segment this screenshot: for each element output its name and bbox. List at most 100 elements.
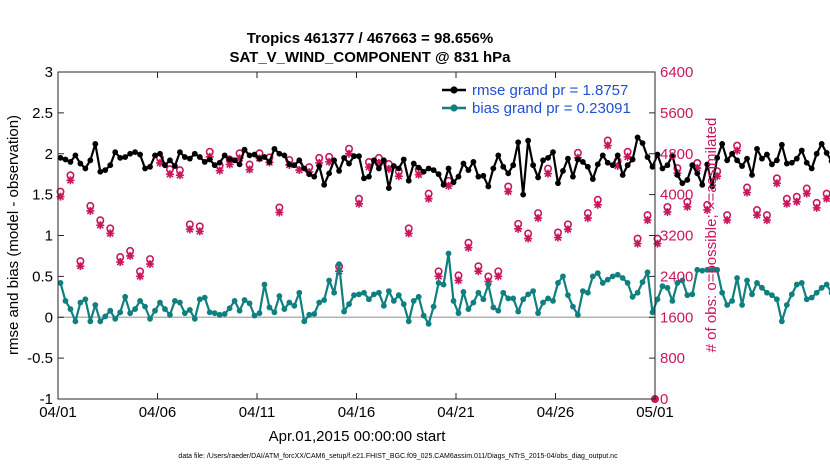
bias-point [112,315,119,322]
rmse-point [639,140,646,147]
obs-assimilated-marker [464,243,473,252]
bias-point [186,306,193,313]
rmse-point [132,149,139,156]
rmse-point [550,149,556,156]
rmse-point [574,156,581,163]
rmse-point [77,160,84,167]
rmse-point [326,170,333,177]
bias-point [803,296,810,303]
rmse-point [410,160,417,167]
bias-point [415,293,422,300]
rmse-point [162,162,168,169]
rmse-series [57,134,830,198]
bias-point [644,269,651,276]
bias-point [410,298,417,304]
rmse-point [385,185,392,191]
bias-point [256,310,263,317]
bias-point [570,303,576,310]
rmse-point [560,168,566,174]
rmse-point [823,150,830,156]
rmse-point [759,155,765,162]
rmse-point [67,159,74,165]
bias-point [221,311,228,317]
bias-point [500,289,507,296]
bias-point [679,277,686,284]
obs-assimilated-marker [484,277,493,286]
rmse-point [395,165,402,172]
bias-point [400,301,407,308]
bias-point [729,298,736,304]
rmse-point [440,181,447,188]
bias-point [555,280,561,286]
bias-point [380,302,387,309]
rmse-point [142,165,148,172]
bias-point [614,271,621,278]
obs-assimilated-marker [713,172,722,181]
y-tick-label-left: 3 [45,64,53,81]
bias-point [57,280,64,286]
bias-point [455,310,462,317]
rmse-point [450,179,457,186]
y-tick-label-right: 0 [660,391,668,408]
obs-assimilated-marker [524,234,533,243]
obs-assimilated-marker [772,179,781,188]
bias-point [624,280,631,286]
bias-point [699,267,706,274]
bias-point [435,280,442,286]
obs-assimilated-marker [623,152,632,161]
bias-point [341,308,347,315]
rmse-point [211,162,218,169]
bias-point [450,298,457,304]
bias-point [818,284,825,291]
bias-point [82,296,89,303]
obs-assimilated-marker [275,208,284,217]
rmse-point [301,165,308,172]
bias-point [465,306,472,312]
rmse-point [749,172,755,178]
y-axis-label-left: rmse and bias (model - observation) [5,115,22,355]
obs-assimilated-marker [434,272,443,281]
obs-assimilated-marker [703,205,712,214]
bias-point [475,289,482,296]
y-tick-label-left: 2.5 [32,105,53,122]
rmse-point [629,156,636,163]
bias-point [306,311,313,318]
bias-point [634,289,641,296]
bias-point [669,298,676,304]
bias-point [813,289,820,296]
bias-point [759,284,765,291]
obs-assimilated-marker [643,216,652,225]
chart-title-line2: SAT_V_WIND_COMPONENT @ 831 hPa [229,49,511,66]
rmse-point [565,155,571,162]
rmse-point [112,149,119,156]
bias-point [574,311,581,318]
rmse-point [435,171,442,178]
rmse-point [191,150,198,157]
obs-assimilated-marker [126,251,135,260]
rmse-point [316,163,323,169]
y-tick-labels-left: -1 -0.5 0 0.5 1 1.5 2 2.5 3 [27,64,53,408]
bias-point [783,302,790,308]
legend-bias-label: bias grand pr = 0.23091 [472,100,631,117]
rmse-point [356,153,362,160]
bias-point [281,306,288,312]
bias-point [276,293,283,299]
rmse-point [97,168,104,175]
rmse-point [495,152,502,159]
rmse-point [659,165,666,172]
rmse-point [266,159,273,165]
rmse-point [465,167,472,174]
rmse-point [520,191,527,198]
rmse-point [609,162,616,169]
rmse-point [107,162,114,169]
bias-point [773,296,780,303]
rmse-point [331,157,338,164]
obs-assimilated-marker [404,229,413,238]
bias-point [127,310,134,317]
bias-point [719,289,726,296]
bias-point [231,298,238,304]
rmse-point [206,156,213,163]
bias-point [176,299,183,306]
bias-point [301,318,308,325]
rmse-point [87,157,94,164]
